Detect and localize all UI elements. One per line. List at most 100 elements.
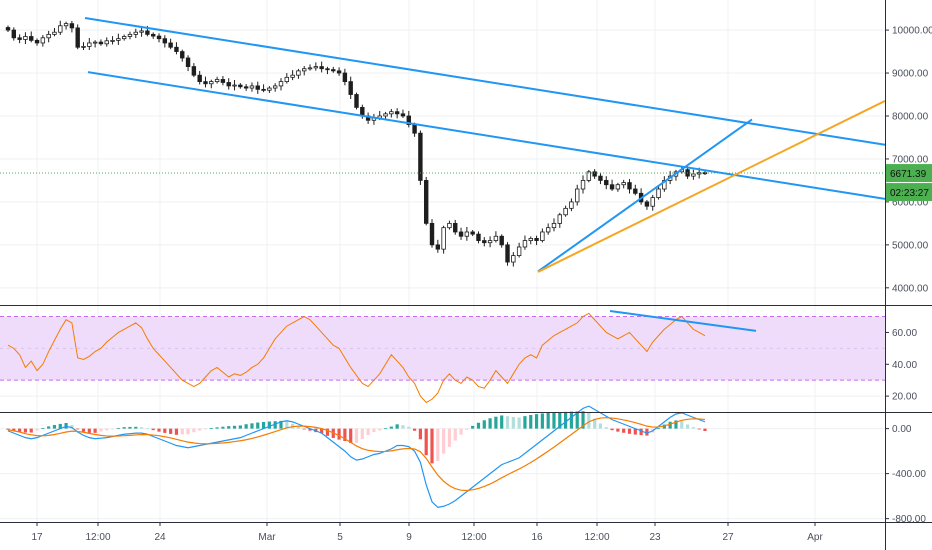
candle[interactable] bbox=[121, 34, 127, 41]
channel-lower-trendline[interactable] bbox=[87, 71, 886, 200]
candle[interactable] bbox=[476, 231, 481, 244]
candle[interactable] bbox=[406, 110, 411, 128]
macd-axis[interactable]: 0.00 -400.00 -800.00 bbox=[885, 424, 926, 525]
rsi-line[interactable] bbox=[7, 312, 706, 404]
candle[interactable] bbox=[226, 78, 231, 90]
candle[interactable] bbox=[17, 34, 22, 44]
candle[interactable] bbox=[319, 61, 324, 73]
candle[interactable] bbox=[232, 80, 237, 91]
candle[interactable] bbox=[569, 198, 574, 212]
candle[interactable] bbox=[174, 42, 179, 55]
price-axis[interactable]: 10000.00 9000.00 8000.00 7000.00 6000.00 5000… bbox=[885, 26, 932, 295]
candle[interactable] bbox=[534, 235, 539, 246]
candle[interactable] bbox=[46, 30, 51, 43]
rsi-axis[interactable]: 60.00 40.00 20.00 bbox=[885, 328, 917, 403]
candle[interactable] bbox=[272, 83, 278, 92]
candle[interactable] bbox=[563, 205, 568, 217]
candle[interactable] bbox=[87, 37, 92, 51]
macd-signal-line[interactable] bbox=[7, 417, 706, 492]
candle[interactable] bbox=[586, 169, 592, 183]
candle[interactable] bbox=[133, 28, 138, 39]
orange-support-trendline[interactable] bbox=[537, 100, 886, 273]
price-candles[interactable] bbox=[0, 20, 885, 267]
candle[interactable] bbox=[11, 27, 17, 41]
candle[interactable] bbox=[296, 68, 301, 79]
candle[interactable] bbox=[197, 70, 202, 85]
candle[interactable] bbox=[104, 37, 109, 47]
time-axis[interactable]: 17 12:00 24 Mar 5 9 12:00 16 12:00 23 27 Apr bbox=[31, 522, 823, 543]
candle[interactable] bbox=[151, 32, 156, 39]
candle[interactable] bbox=[348, 76, 353, 100]
candle[interactable] bbox=[598, 172, 603, 185]
trendlines[interactable] bbox=[84, 17, 886, 273]
candle[interactable] bbox=[81, 42, 86, 51]
candle[interactable] bbox=[528, 236, 533, 245]
candle[interactable] bbox=[110, 36, 115, 45]
candle[interactable] bbox=[180, 49, 185, 62]
candle[interactable] bbox=[116, 33, 121, 45]
candle[interactable] bbox=[284, 73, 290, 84]
candle[interactable] bbox=[400, 109, 406, 118]
candle[interactable] bbox=[522, 235, 528, 250]
candle[interactable] bbox=[604, 176, 609, 190]
candle[interactable] bbox=[98, 39, 104, 46]
candle[interactable] bbox=[290, 70, 295, 81]
candle[interactable] bbox=[342, 68, 348, 86]
candle[interactable] bbox=[435, 239, 441, 253]
candle[interactable] bbox=[511, 252, 516, 267]
candle[interactable] bbox=[354, 92, 359, 110]
candle[interactable] bbox=[545, 223, 551, 235]
candle[interactable] bbox=[458, 227, 464, 240]
candle[interactable] bbox=[575, 184, 580, 206]
candle[interactable] bbox=[203, 76, 208, 88]
candle[interactable] bbox=[627, 179, 632, 194]
candle[interactable] bbox=[168, 38, 173, 50]
candle[interactable] bbox=[580, 175, 586, 194]
candle[interactable] bbox=[487, 236, 493, 248]
candle[interactable] bbox=[691, 169, 696, 180]
candle[interactable] bbox=[29, 31, 34, 43]
candle[interactable] bbox=[621, 179, 626, 189]
candle[interactable] bbox=[69, 20, 75, 33]
candle[interactable] bbox=[447, 220, 452, 230]
candle[interactable] bbox=[313, 62, 319, 71]
candle[interactable] bbox=[58, 20, 63, 36]
candle[interactable] bbox=[255, 81, 260, 94]
candle[interactable] bbox=[644, 199, 650, 210]
candle[interactable] bbox=[325, 66, 330, 75]
candle[interactable] bbox=[662, 176, 667, 192]
candle[interactable] bbox=[423, 176, 429, 226]
candle[interactable] bbox=[139, 26, 144, 37]
candle[interactable] bbox=[23, 32, 28, 45]
candle[interactable] bbox=[470, 230, 475, 237]
candle[interactable] bbox=[540, 228, 545, 243]
macd-line[interactable] bbox=[7, 405, 706, 509]
channel-upper-trendline[interactable] bbox=[84, 17, 886, 146]
candle[interactable] bbox=[453, 219, 458, 235]
candle[interactable] bbox=[394, 108, 400, 119]
candle[interactable] bbox=[633, 184, 638, 196]
candle[interactable] bbox=[592, 169, 597, 179]
candle[interactable] bbox=[214, 76, 220, 84]
candle[interactable] bbox=[5, 25, 11, 33]
candle[interactable] bbox=[615, 182, 621, 192]
candle[interactable] bbox=[209, 79, 214, 89]
candle[interactable] bbox=[609, 179, 615, 191]
candle[interactable] bbox=[220, 75, 226, 86]
candle[interactable] bbox=[185, 55, 191, 72]
candle[interactable] bbox=[249, 82, 255, 92]
candle[interactable] bbox=[499, 234, 504, 248]
candle[interactable] bbox=[464, 226, 470, 241]
candle[interactable] bbox=[493, 231, 499, 243]
candle[interactable] bbox=[441, 225, 446, 254]
candle[interactable] bbox=[383, 111, 388, 119]
macd-pane[interactable] bbox=[6, 405, 707, 509]
candle[interactable] bbox=[650, 194, 655, 211]
rsi-divergence-trendline[interactable] bbox=[609, 309, 757, 332]
candle[interactable] bbox=[267, 86, 272, 94]
candle[interactable] bbox=[40, 35, 46, 47]
candle[interactable] bbox=[191, 63, 197, 78]
candle[interactable] bbox=[238, 83, 243, 89]
candle[interactable] bbox=[156, 33, 162, 43]
